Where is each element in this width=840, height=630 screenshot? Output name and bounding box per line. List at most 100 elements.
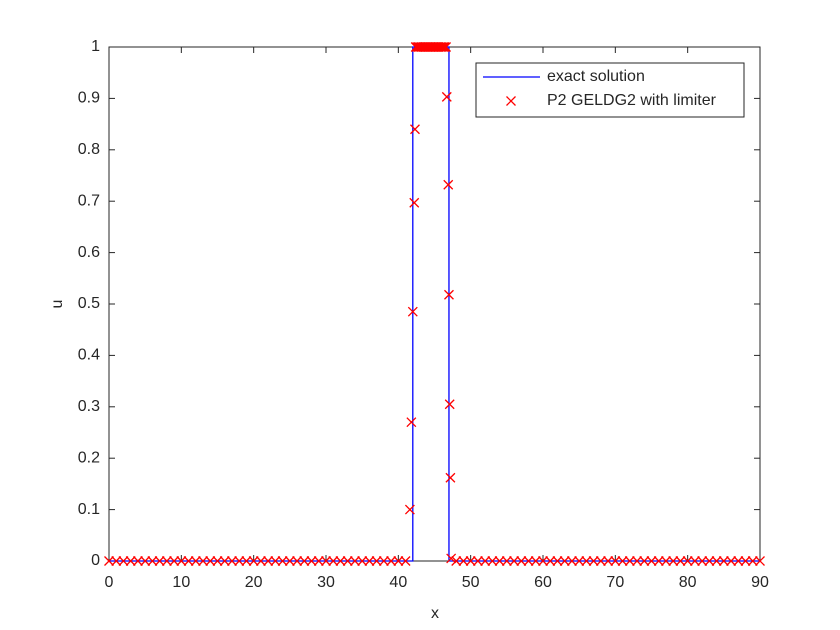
marker	[176, 556, 187, 566]
marker	[248, 556, 259, 566]
marker	[292, 556, 303, 566]
x-axis-label: x	[431, 605, 439, 622]
marker	[111, 556, 122, 566]
marker	[458, 556, 469, 566]
marker	[404, 504, 415, 515]
marker	[726, 556, 737, 566]
marker	[441, 91, 452, 102]
marker	[125, 556, 136, 566]
marker	[183, 556, 194, 566]
marker	[205, 556, 216, 566]
marker	[530, 556, 541, 566]
marker	[406, 417, 417, 428]
marker	[154, 556, 165, 566]
y-tick-label: 0.3	[78, 398, 100, 415]
marker	[653, 556, 664, 566]
y-tick-label: 1	[91, 38, 100, 55]
legend-marker	[506, 96, 516, 106]
marker	[284, 556, 295, 566]
marker	[668, 556, 679, 566]
marker	[639, 556, 650, 566]
marker	[755, 556, 765, 566]
marker	[501, 556, 512, 566]
marker	[410, 124, 420, 135]
y-axis-label: u	[49, 300, 66, 309]
marker	[263, 556, 274, 566]
marker	[255, 556, 266, 566]
marker	[538, 556, 548, 566]
y-tick-label: 0.6	[78, 244, 100, 261]
marker	[574, 556, 585, 566]
marker	[472, 556, 483, 566]
marker	[445, 472, 456, 483]
marker	[733, 556, 744, 566]
marker	[682, 556, 693, 566]
marker	[632, 556, 642, 566]
y-tick-label: 0.7	[78, 192, 100, 209]
marker	[545, 556, 556, 566]
marker	[566, 556, 577, 566]
marker	[443, 179, 454, 190]
marker	[371, 556, 382, 566]
marker	[198, 556, 208, 566]
marker	[646, 556, 657, 566]
marker	[227, 556, 237, 566]
marker	[270, 556, 281, 566]
marker	[212, 556, 223, 566]
marker	[444, 289, 454, 300]
marker	[306, 556, 317, 566]
marker	[439, 42, 450, 52]
marker	[661, 556, 671, 566]
legend-label: exact solution	[547, 68, 645, 85]
marker	[409, 197, 420, 208]
y-tick-label: 0.9	[78, 90, 100, 107]
marker	[444, 399, 455, 410]
y-tick-label: 0.1	[78, 501, 100, 518]
marker	[523, 556, 534, 566]
marker	[581, 556, 592, 566]
marker	[624, 556, 635, 566]
y-tick-label: 0.2	[78, 449, 100, 466]
x-tick-label: 0	[105, 574, 114, 591]
marker	[617, 556, 628, 566]
marker	[436, 42, 447, 52]
marker	[147, 556, 158, 566]
marker	[313, 556, 324, 566]
x-tick-label: 90	[751, 574, 769, 591]
marker	[595, 556, 606, 566]
marker	[169, 556, 180, 566]
y-tick-label: 0.4	[78, 347, 100, 364]
marker	[441, 42, 452, 52]
marker	[516, 556, 527, 566]
marker	[494, 556, 505, 566]
marker	[740, 556, 751, 566]
marker	[386, 556, 397, 566]
marker	[357, 556, 368, 566]
marker	[718, 556, 729, 566]
marker	[480, 556, 491, 566]
marker	[378, 556, 389, 566]
legend	[475, 62, 745, 118]
x-tick-label: 70	[606, 574, 624, 591]
y-tick-label: 0.5	[78, 295, 100, 312]
marker	[118, 556, 129, 566]
marker	[393, 556, 404, 566]
marker	[219, 556, 230, 566]
marker	[328, 556, 339, 566]
y-tick-label: 0.8	[78, 141, 100, 158]
marker	[234, 556, 245, 566]
legend-label: P2 GELDG2 with limiter	[547, 92, 717, 109]
marker	[559, 556, 570, 566]
marker	[299, 556, 310, 566]
marker	[364, 556, 375, 566]
x-tick-label: 60	[534, 574, 552, 591]
marker	[321, 556, 331, 566]
marker	[407, 306, 418, 317]
marker	[335, 556, 346, 566]
marker	[487, 556, 498, 566]
marker	[675, 556, 686, 566]
marker	[711, 556, 722, 566]
